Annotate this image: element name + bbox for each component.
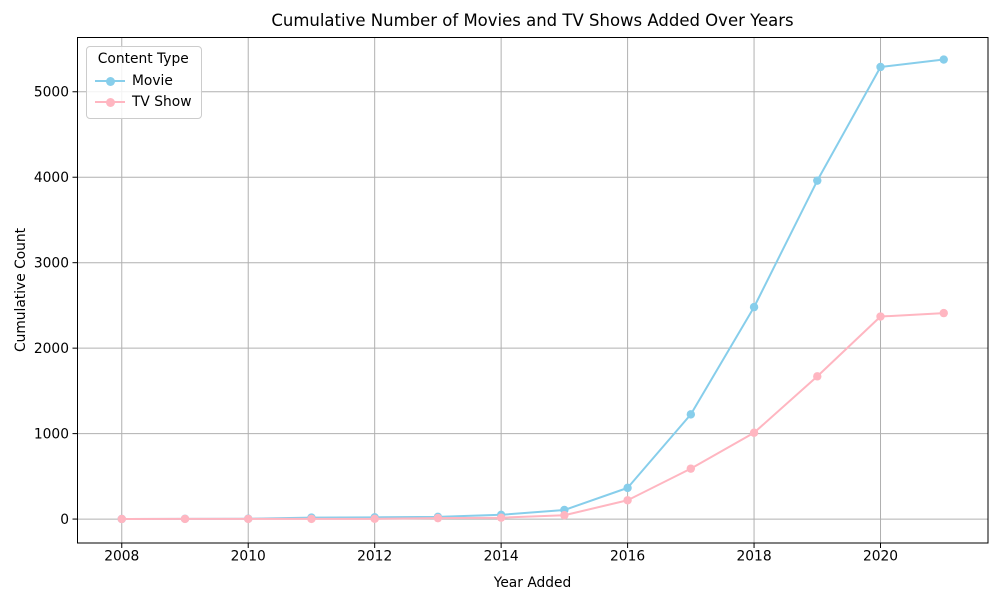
legend-title: Content Type: [97, 51, 189, 67]
data-point-tv-show: [560, 511, 569, 520]
y-tick-label: 2000: [34, 341, 69, 357]
data-point-tv-show: [813, 372, 822, 381]
data-point-movie: [623, 483, 632, 493]
tv-show-line-marker-icon: [95, 97, 125, 107]
data-point-tv-show: [307, 514, 316, 524]
data-point-tv-show: [180, 514, 190, 524]
legend-label-tv-show: TV Show: [132, 93, 192, 110]
x-tick-label: 2018: [736, 549, 771, 565]
y-tick-label: 4000: [34, 170, 69, 186]
x-tick-label: 2020: [863, 549, 898, 565]
data-point-movie: [939, 55, 948, 64]
x-tick-label: 2012: [357, 549, 392, 565]
data-point-movie: [686, 410, 696, 419]
data-point-tv-show: [117, 514, 126, 524]
data-point-tv-show: [876, 312, 885, 321]
y-tick-label: 5000: [34, 85, 69, 101]
legend-label-movie: Movie: [132, 72, 173, 89]
data-point-tv-show: [433, 513, 443, 523]
data-point-tv-show: [686, 464, 696, 473]
y-tick-label: 1000: [34, 426, 69, 442]
data-point-movie: [813, 176, 822, 185]
data-point-movie: [749, 302, 759, 312]
legend: Content Type Movie TV Show: [86, 46, 203, 119]
data-point-tv-show: [370, 514, 379, 524]
data-point-tv-show: [244, 514, 253, 524]
x-axis-label: Year Added: [493, 575, 572, 591]
data-point-movie: [876, 62, 885, 72]
series-line-tv-show: [120, 312, 945, 520]
chart-title: Cumulative Number of Movies and TV Shows…: [271, 11, 794, 30]
movie-line-marker-icon: [95, 76, 125, 86]
x-tick-label: 2014: [484, 549, 519, 565]
legend-entry-tv-show: TV Show: [95, 91, 191, 112]
x-tick-label: 2008: [104, 549, 139, 565]
y-tick-label: 3000: [34, 255, 69, 271]
data-point-tv-show: [749, 428, 759, 437]
series-line-movie: [120, 58, 945, 520]
x-tick-label: 2016: [610, 549, 645, 565]
y-tick-label: 0: [60, 512, 69, 528]
data-point-tv-show: [496, 513, 506, 522]
x-tick-label: 2010: [231, 549, 266, 565]
y-axis-label: Cumulative Count: [13, 227, 29, 353]
plot-area-border: [77, 37, 989, 544]
data-point-tv-show: [939, 308, 948, 318]
data-point-tv-show: [623, 496, 632, 505]
legend-entry-movie: Movie: [95, 70, 191, 91]
